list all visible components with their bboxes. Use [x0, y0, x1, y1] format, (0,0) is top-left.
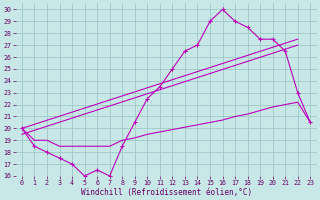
X-axis label: Windchill (Refroidissement éolien,°C): Windchill (Refroidissement éolien,°C) — [81, 188, 252, 197]
